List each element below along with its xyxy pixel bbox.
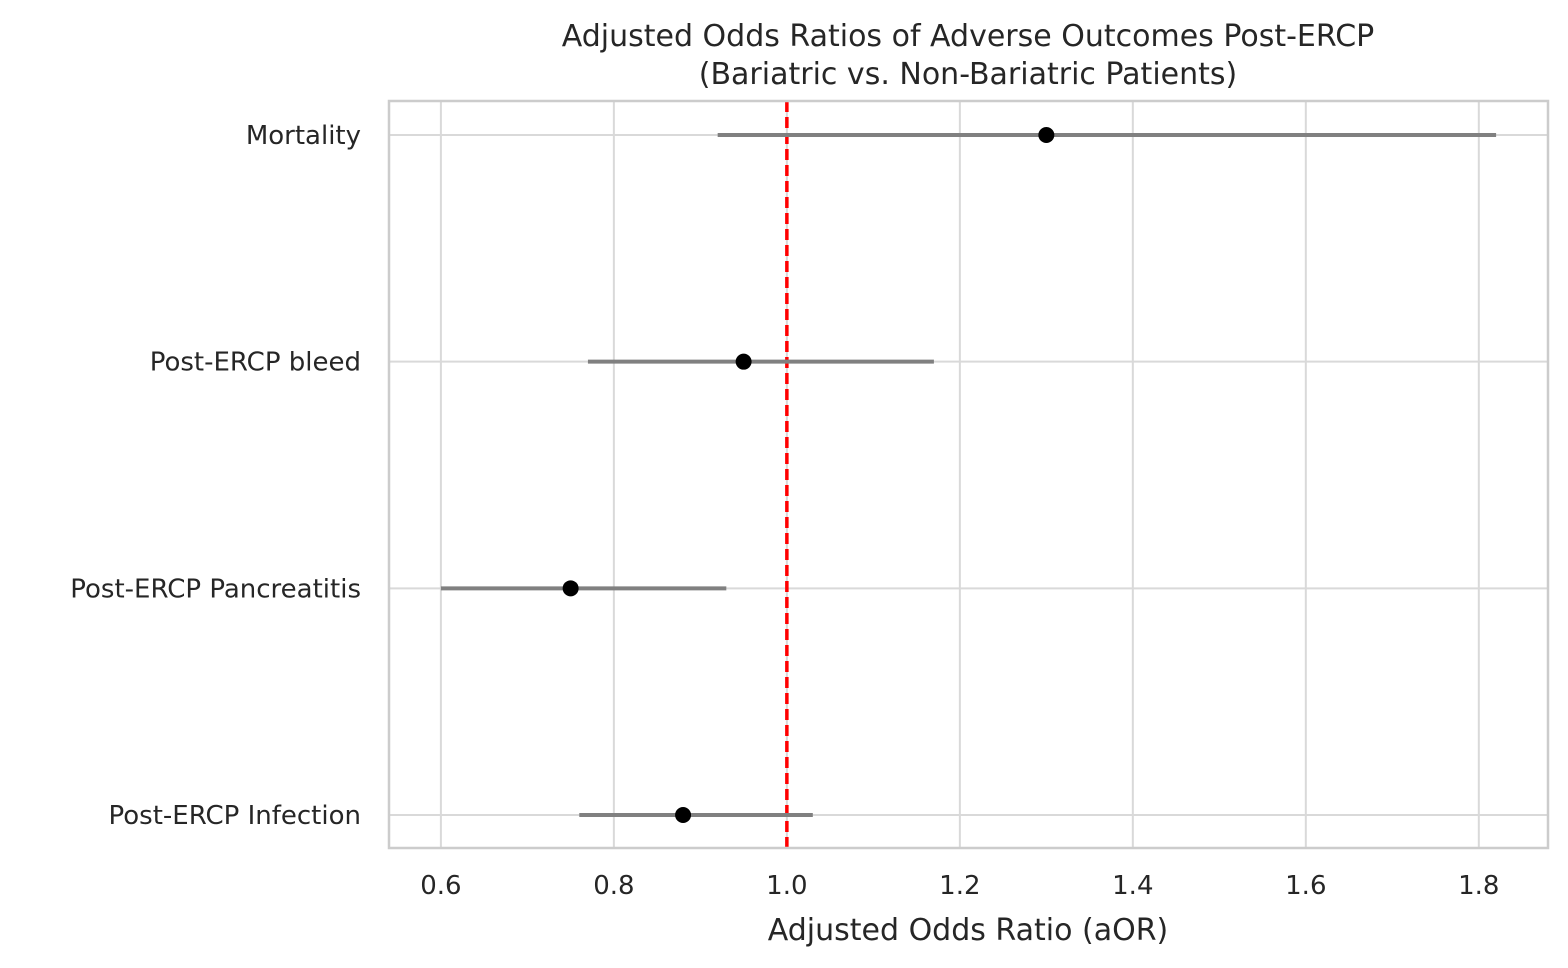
x-tick-label: 1.0 [766, 871, 807, 901]
estimate-point [675, 807, 692, 823]
plot-frame [387, 99, 1550, 850]
y-tick-label: Mortality [246, 121, 361, 151]
x-tick-label: 1.4 [1112, 871, 1153, 901]
estimate-point [1038, 127, 1055, 143]
x-tick-label: 1.6 [1285, 871, 1326, 901]
x-tick-labels: 0.6 0.8 1.0 1.2 1.4 1.6 1.8 [420, 871, 1499, 901]
x-tick-label: 0.6 [420, 871, 461, 901]
chart-title-line-2: (Bariatric vs. Non-Bariatric Patients) [699, 57, 1237, 92]
y-tick-label: Post-ERCP Pancreatitis [70, 574, 361, 604]
estimate-point-layer [562, 127, 1055, 823]
x-axis-label: Adjusted Odds Ratio (aOR) [768, 913, 1169, 948]
y-tick-label: Post-ERCP bleed [150, 348, 361, 378]
y-tick-label: Post-ERCP Infection [109, 801, 361, 831]
y-tick-labels: Mortality Post-ERCP bleed Post-ERCP Pancre… [70, 121, 361, 831]
x-tick-label: 0.8 [593, 871, 634, 901]
grid-layer [389, 101, 1548, 848]
estimate-point [735, 353, 752, 370]
estimate-point [562, 580, 579, 597]
chart-title-line-1: Adjusted Odds Ratios of Adverse Outcomes… [562, 19, 1375, 54]
x-tick-label: 1.8 [1458, 871, 1499, 901]
confidence-interval-layer [440, 133, 1497, 817]
x-tick-label: 1.2 [939, 871, 980, 901]
